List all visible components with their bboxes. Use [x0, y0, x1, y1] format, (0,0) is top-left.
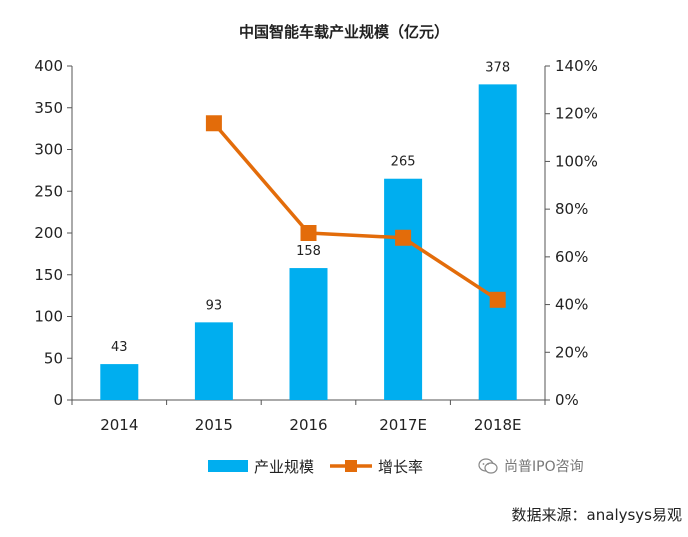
data-labels: 43 93 158 265 378 — [111, 60, 510, 355]
y-left-tick-label: 400 — [34, 57, 63, 75]
y-right-tick-label: 120% — [555, 105, 598, 123]
bar-data-label: 93 — [206, 298, 223, 313]
chart-title: 中国智能车载产业规模（亿元） — [239, 23, 449, 41]
y-left-tick-label: 350 — [34, 99, 63, 117]
x-tick-label: 2017E — [379, 416, 427, 434]
y-left-tick-label: 100 — [34, 308, 63, 326]
legend-swatch-marker — [345, 460, 357, 472]
line-marker — [300, 225, 317, 241]
y-left-tick-label: 150 — [34, 266, 63, 284]
y-right-tick-label: 0% — [555, 391, 579, 409]
bar — [384, 178, 423, 400]
y-left-tick-label: 0 — [53, 391, 63, 409]
y-right-tick-label: 20% — [555, 343, 588, 361]
growth-line — [212, 122, 499, 302]
y-left-tick-label: 200 — [34, 224, 63, 242]
y-left-tick-label: 300 — [34, 141, 63, 159]
axes: 0 50 100 150 200 250 300 350 400 0% 20% 40% 60% 80% 10… — [34, 57, 598, 434]
line-marker — [489, 291, 506, 308]
watermark: 尚普IPO咨询 — [478, 456, 584, 476]
bar-data-label: 43 — [111, 340, 128, 355]
legend-label-bar: 产业规模 — [254, 458, 314, 476]
x-tick-label: 2018E — [474, 416, 522, 434]
y-right-tick-label: 60% — [555, 248, 588, 266]
line-marker — [205, 115, 222, 132]
source-note: 数据来源：analysys易观 — [511, 506, 682, 524]
bar — [478, 84, 517, 401]
bar-data-label: 158 — [296, 244, 321, 259]
y-right-tick-label: 140% — [555, 57, 598, 75]
legend: 产业规模 增长率 — [208, 458, 423, 476]
bar-data-label: 378 — [485, 60, 510, 75]
watermark-text: 尚普IPO咨询 — [504, 459, 584, 475]
x-tick-label: 2014 — [100, 416, 138, 434]
wechat-icon — [478, 458, 498, 474]
x-tick-label: 2015 — [195, 416, 233, 434]
y-left-tick-label: 250 — [34, 182, 63, 200]
y-right-tick-label: 40% — [555, 296, 588, 314]
y-right-tick-label: 80% — [555, 200, 588, 218]
bar-series — [100, 84, 517, 401]
bar — [100, 364, 139, 400]
line-series — [205, 115, 506, 308]
y-left-tick-label: 50 — [44, 349, 63, 367]
bar — [194, 322, 233, 400]
x-tick-label: 2016 — [289, 416, 327, 434]
bar — [289, 268, 328, 400]
y-right-tick-label: 100% — [555, 152, 598, 170]
bar-data-label: 265 — [391, 155, 416, 170]
line-marker — [395, 229, 412, 246]
legend-label-line: 增长率 — [378, 458, 423, 476]
legend-swatch-bar — [208, 460, 248, 472]
